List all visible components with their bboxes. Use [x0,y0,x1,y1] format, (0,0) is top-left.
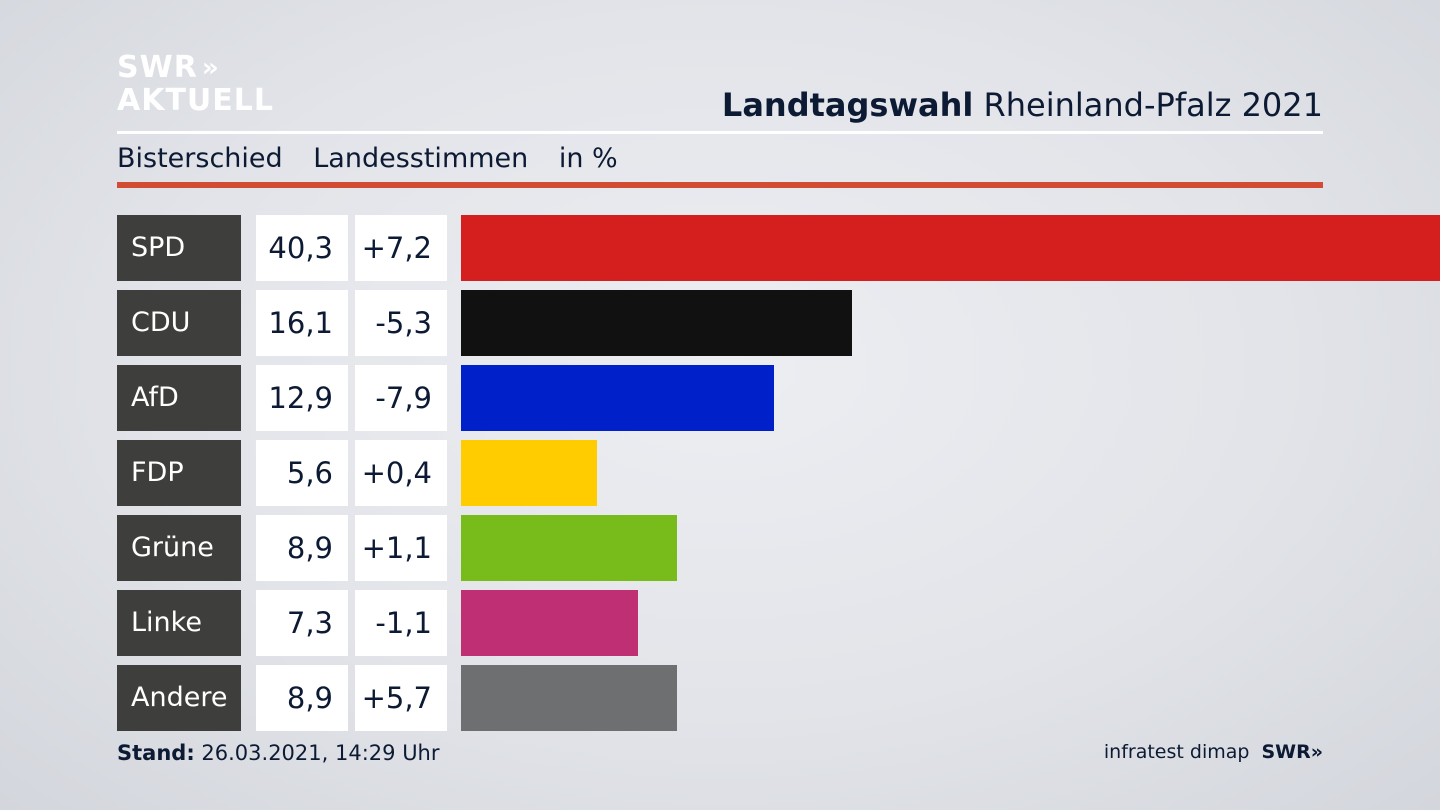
logo-swr-text: SWR [117,50,198,85]
title-bold: Landtagswahl [721,86,974,124]
title-rest: Rheinland-Pfalz 2021 [983,86,1323,124]
source-credit: infratest dimap SWR» [1104,741,1323,763]
stand-label: Stand: [117,741,195,765]
bar-linke [461,590,638,656]
subtitle-district: Bisterschied [117,143,283,174]
party-label: Grüne [117,515,241,581]
logo-chevrons-icon: » [201,53,219,83]
vote-share-label: 16,1 [256,290,348,356]
party-label: AfD [117,365,241,431]
bar-fdp [461,440,597,506]
vote-share-label: 8,9 [256,515,348,581]
vote-share-label: 12,9 [256,365,348,431]
party-label: CDU [117,290,241,356]
swr-footer-logo: SWR» [1261,741,1323,763]
swr-aktuell-logo: SWR» AKTUELL [117,52,274,118]
vote-share-label: 7,3 [256,590,348,656]
change-label: -5,3 [355,290,447,356]
timestamp: Stand: 26.03.2021, 14:29 Uhr [117,741,440,765]
bar-cdu [461,290,852,356]
vote-share-label: 5,6 [256,440,348,506]
change-label: -7,9 [355,365,447,431]
bar-spd [461,215,1440,281]
source-text: infratest dimap [1103,741,1250,763]
party-label: Linke [117,590,241,656]
vote-share-label: 8,9 [256,665,348,731]
subtitle-vote-type: Landesstimmen [313,143,529,174]
subtitle-divider [117,182,1323,188]
party-label: Andere [117,665,241,731]
bar-afd [461,365,774,431]
chart-title: Landtagswahl Rheinland-Pfalz 2021 [722,86,1323,124]
subtitle-unit: in % [558,143,618,174]
swr-footer-chevrons-icon: » [1310,741,1323,763]
party-label: SPD [117,215,241,281]
logo-aktuell-text: AKTUELL [117,83,275,118]
stand-value: 26.03.2021, 14:29 Uhr [201,741,440,765]
vote-share-label: 40,3 [256,215,348,281]
change-label: -1,1 [355,590,447,656]
swr-footer-text: SWR [1261,741,1311,763]
header-divider [117,131,1323,134]
bar-grne [461,515,677,581]
change-label: +0,4 [355,440,447,506]
party-label: FDP [117,440,241,506]
change-label: +1,1 [355,515,447,581]
change-label: +5,7 [355,665,447,731]
bar-andere [461,665,677,731]
chart-subtitle: Bisterschied Landesstimmen in % [117,143,640,174]
change-label: +7,2 [355,215,447,281]
